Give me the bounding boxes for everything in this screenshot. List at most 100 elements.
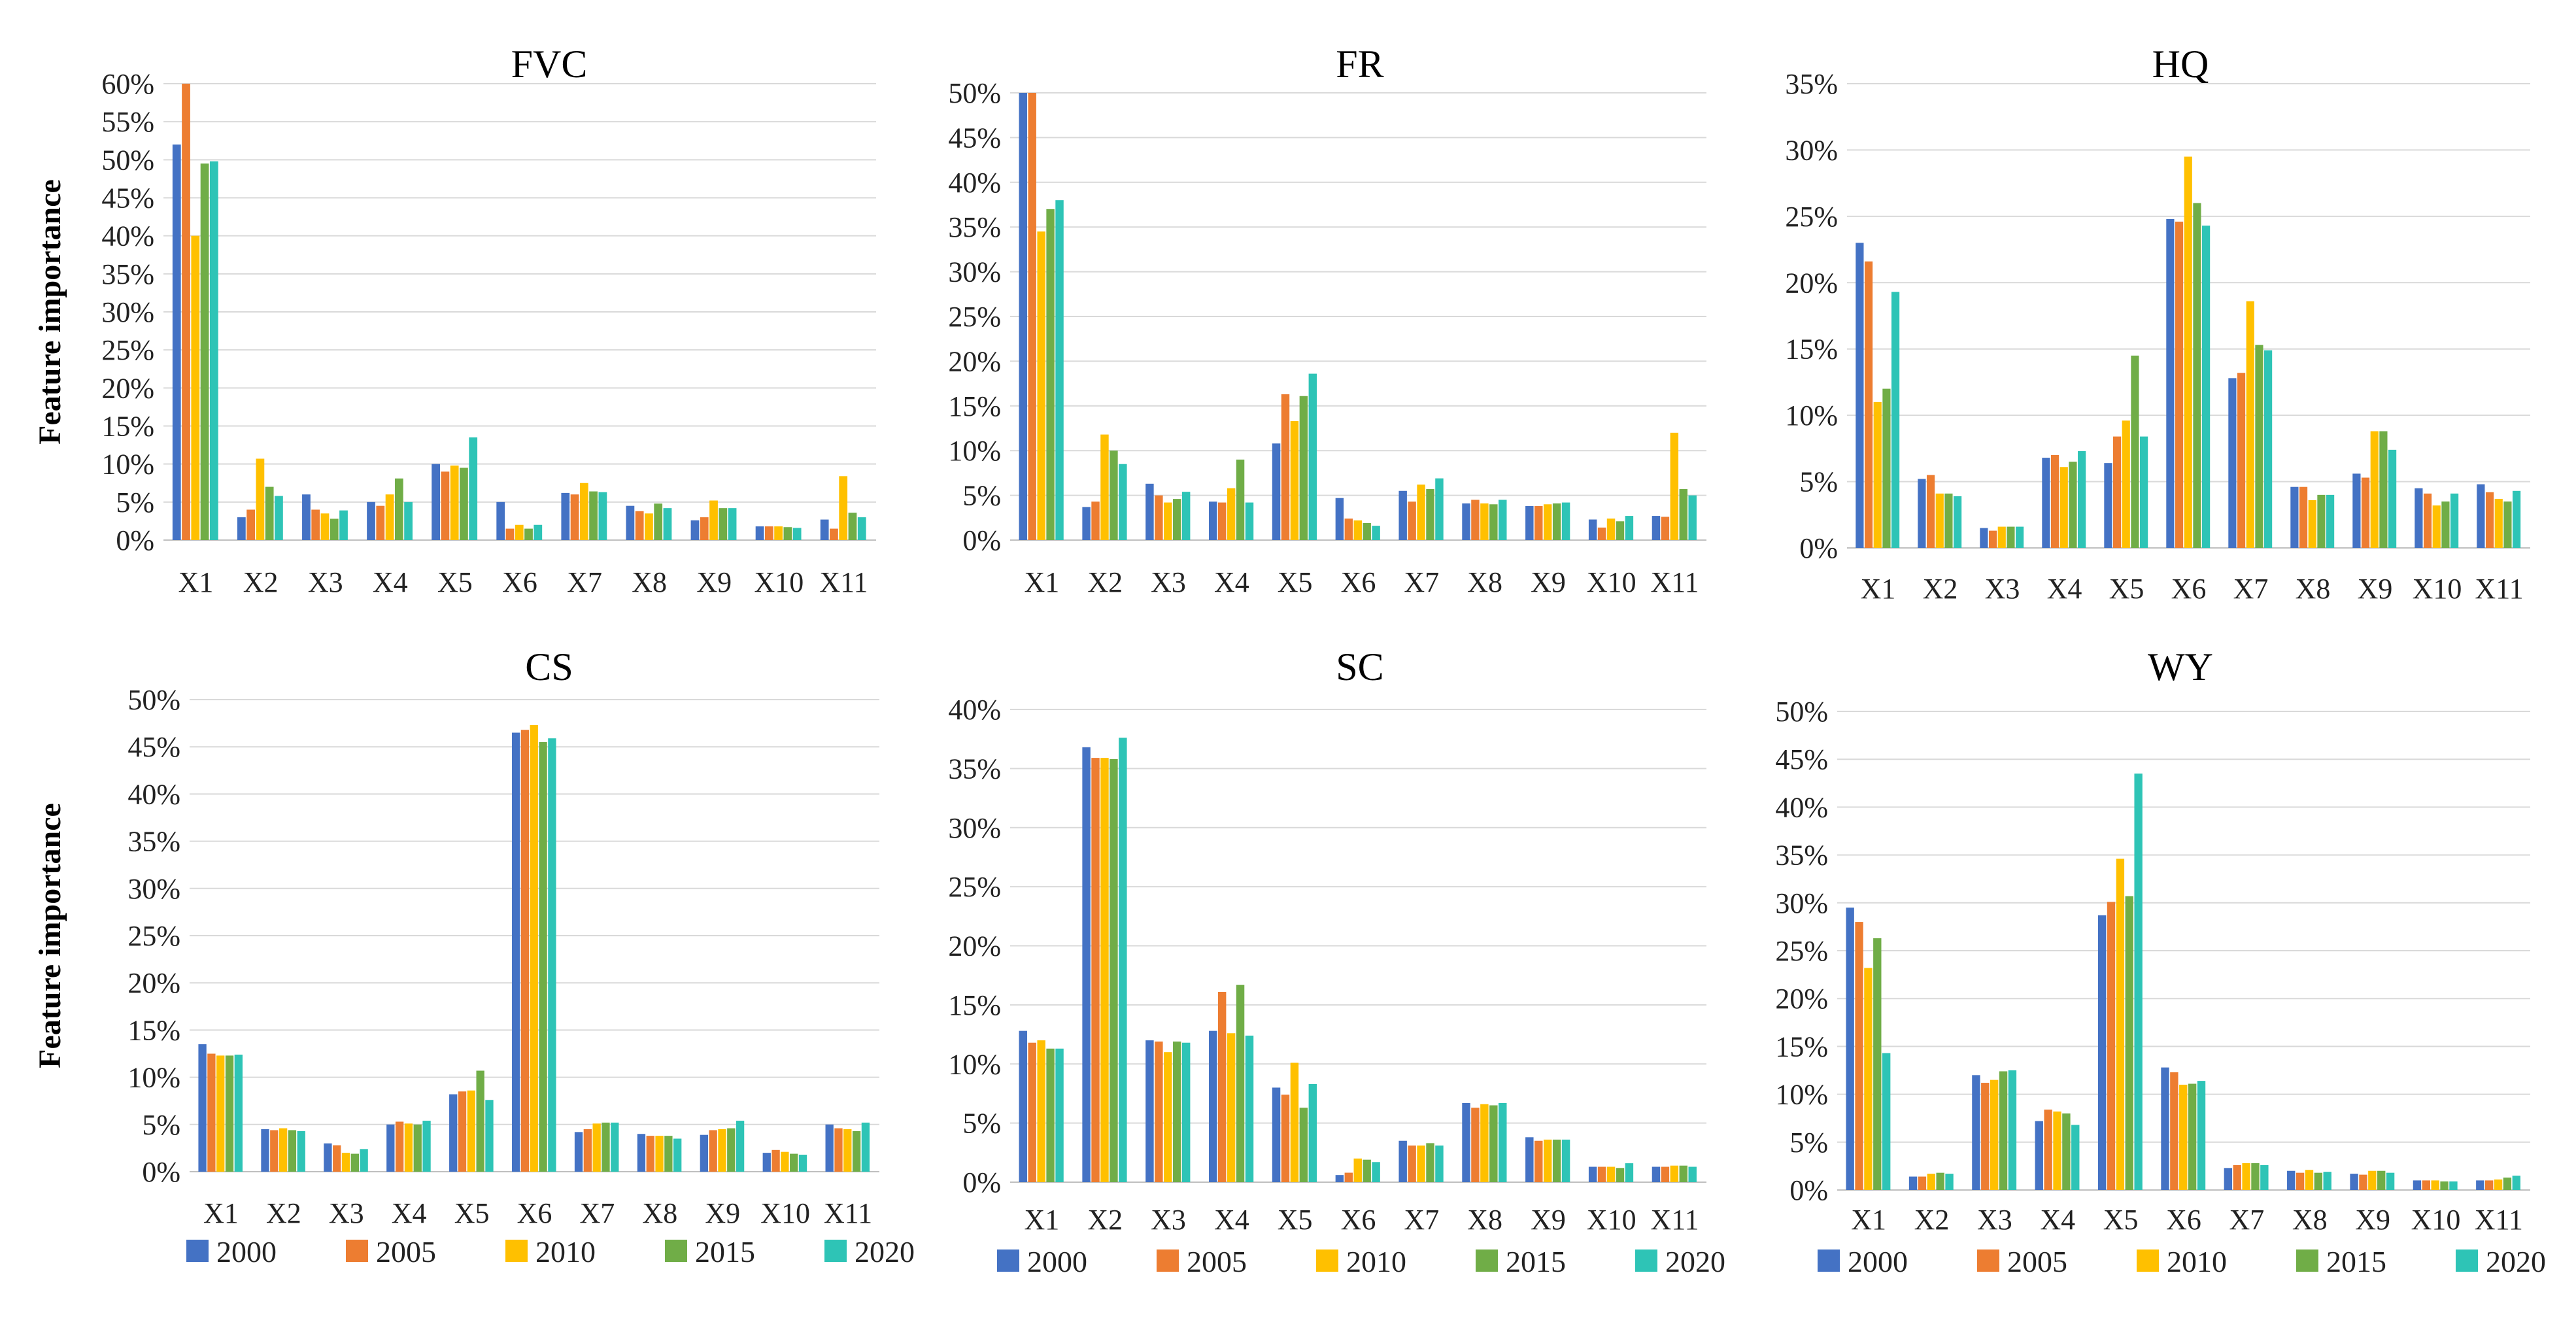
bar-x2-2020	[297, 1130, 305, 1172]
bar-x10-2015	[783, 527, 792, 540]
legend-swatch	[1635, 1250, 1657, 1272]
bar-x2-2000	[237, 517, 246, 540]
bar-x10-2015	[1616, 521, 1625, 540]
bar-x9-2020	[2386, 1172, 2395, 1190]
chart-fr: FR 0% 5% 10% 15% 20% 25% 30% 35% 40% 45% 50% X1 X2 X3 X…	[948, 42, 1706, 598]
bar-x3-2000	[324, 1143, 332, 1172]
bar-x11-2020	[857, 517, 866, 540]
bar-x4-2010	[404, 1123, 413, 1172]
bar-x8-2010	[1480, 1104, 1489, 1182]
bar-x5-2000	[2104, 463, 2112, 548]
bar-x3-2000	[1145, 1040, 1154, 1182]
bar-x7-2010	[2242, 1163, 2250, 1190]
y-tick-label: 45%	[948, 122, 1001, 154]
bar-x1-2000	[1856, 243, 1864, 548]
bar-x2-2005	[1091, 758, 1100, 1182]
bar-x1-2010	[216, 1055, 225, 1172]
bar-x7-2015	[1426, 489, 1434, 540]
chart-title: FR	[1336, 42, 1383, 86]
bar-x9-2005	[2359, 1174, 2367, 1190]
bar-x9-2000	[690, 520, 700, 540]
bar-x5-2020	[469, 437, 478, 540]
bar-x7-2000	[1398, 1140, 1407, 1182]
x-tick-label: X8	[1467, 1204, 1502, 1236]
bar-x2-2005	[270, 1130, 279, 1172]
bar-x9-2005	[2361, 477, 2370, 548]
bar-x3-2015	[330, 518, 339, 540]
bar-x4-2015	[413, 1124, 422, 1172]
bar-x9-2000	[2352, 473, 2361, 548]
legend-swatch	[1977, 1250, 1999, 1272]
x-tick-label: X5	[1278, 566, 1313, 598]
legend-label: 2005	[376, 1235, 436, 1268]
legend-label: 2020	[855, 1235, 915, 1268]
bar-x2-2000	[1908, 1176, 1918, 1190]
bar-x10-2000	[1588, 1166, 1597, 1182]
bar-x5-2000	[1272, 1087, 1281, 1182]
bar-x7-2000	[1398, 490, 1407, 540]
y-tick-label: 25%	[1785, 201, 1838, 233]
bar-x2-2020	[1119, 464, 1127, 540]
bar-x2-2010	[1100, 758, 1109, 1182]
x-tick-label: X4	[2047, 573, 2082, 605]
legend: 2000 2005 2010 2015 2020	[186, 1235, 915, 1268]
y-tick-label: 10%	[1785, 400, 1838, 432]
bar-x3-2020	[2008, 1070, 2017, 1190]
bar-x8-2015	[2317, 494, 2326, 548]
legend-swatch	[824, 1240, 847, 1262]
bar-x4-2005	[376, 505, 385, 540]
y-tick-label: 50%	[101, 144, 154, 176]
y-tick-label: 5%	[1799, 466, 1838, 498]
bar-x5-2020	[2140, 436, 2148, 548]
x-tick-label: X8	[642, 1197, 677, 1229]
bar-x8-2010	[2305, 1170, 2314, 1190]
bar-x3-2015	[1173, 1041, 1181, 1182]
bar-x2-2015	[1944, 493, 1953, 548]
bar-x7-2005	[570, 494, 579, 540]
x-tick-label: X4	[392, 1197, 427, 1229]
bar-x10-2005	[1597, 1166, 1606, 1182]
bar-x1-2015	[1873, 938, 1882, 1190]
x-tick-label: X7	[1404, 1204, 1439, 1236]
bar-x5-2020	[1308, 1083, 1317, 1182]
bar-x2-2000	[261, 1129, 269, 1172]
bar-x9-2020	[1561, 1139, 1570, 1182]
legend-label: 2010	[2167, 1245, 2227, 1278]
bar-x8-2005	[646, 1136, 654, 1172]
bar-x6-2015	[1363, 1159, 1371, 1182]
y-tick-label: 15%	[1775, 1030, 1828, 1062]
bar-x10-2010	[1606, 518, 1616, 540]
bar-x1-2015	[225, 1055, 234, 1172]
bar-x10-2000	[762, 1153, 771, 1172]
bar-x4-2015	[394, 478, 403, 540]
bar-x6-2010	[1353, 520, 1362, 540]
bar-x10-2010	[774, 526, 783, 540]
bar-x6-2000	[496, 502, 505, 540]
bar-x7-2020	[1435, 1145, 1444, 1182]
bar-x5-2020	[2134, 774, 2143, 1190]
bar-x10-2010	[1606, 1166, 1616, 1182]
bar-x3-2000	[302, 494, 311, 540]
y-tick-label: 0%	[116, 524, 154, 556]
bar-x8-2010	[645, 513, 653, 540]
y-tick-label: 20%	[127, 967, 180, 999]
y-tick-label: 0%	[1799, 532, 1838, 564]
bar-x4-2020	[2078, 450, 2086, 548]
chart-title: HQ	[2152, 42, 2209, 86]
bar-x5-2000	[2097, 915, 2107, 1190]
bar-x2-2015	[1110, 450, 1118, 540]
bar-x8-2000	[2290, 486, 2299, 548]
bar-x5-2000	[449, 1094, 458, 1172]
bar-x5-2005	[441, 471, 450, 540]
y-tick-label: 5%	[142, 1109, 180, 1141]
y-tick-label: 15%	[127, 1014, 180, 1046]
bar-x1-2010	[1864, 968, 1873, 1190]
bar-x7-2005	[2233, 1164, 2241, 1190]
bar-x1-2020	[1055, 200, 1064, 540]
x-tick-label: X9	[2355, 1204, 2390, 1236]
bar-x11-2015	[1679, 1165, 1688, 1182]
y-tick-label: 10%	[1775, 1079, 1828, 1111]
bar-x8-2020	[2326, 494, 2335, 548]
bar-x9-2015	[2379, 431, 2388, 548]
